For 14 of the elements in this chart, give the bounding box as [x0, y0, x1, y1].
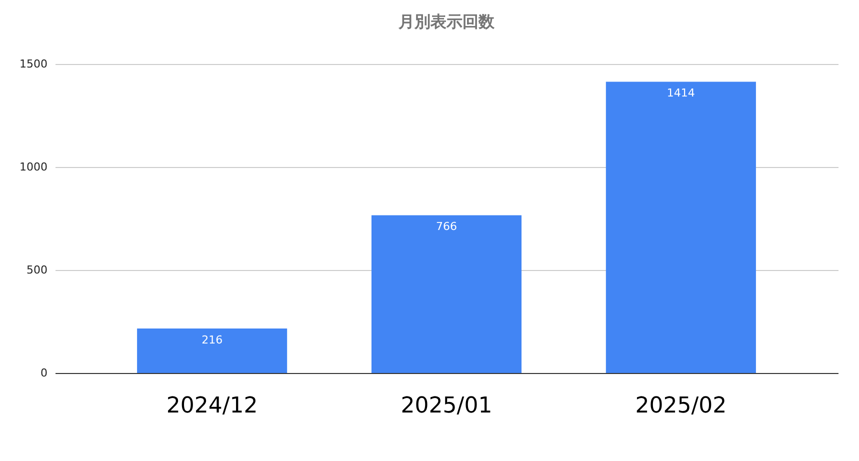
- y-tick-label: 1500: [20, 58, 48, 70]
- x-tick-label: 2025/02: [635, 394, 727, 418]
- x-tick-label: 2025/01: [400, 394, 492, 418]
- bar: [606, 82, 756, 373]
- chart-title: 月別表示回数: [398, 12, 496, 31]
- data-label: 1414: [666, 86, 695, 100]
- bar: [137, 328, 288, 373]
- data-label: 216: [202, 334, 223, 347]
- y-tick-label: 1000: [20, 160, 48, 174]
- x-tick-label: 2024/12: [166, 394, 258, 418]
- y-tick-label: 0: [40, 366, 48, 380]
- bar: [371, 215, 522, 373]
- y-tick-label: 500: [26, 264, 48, 276]
- data-label: 766: [436, 220, 457, 234]
